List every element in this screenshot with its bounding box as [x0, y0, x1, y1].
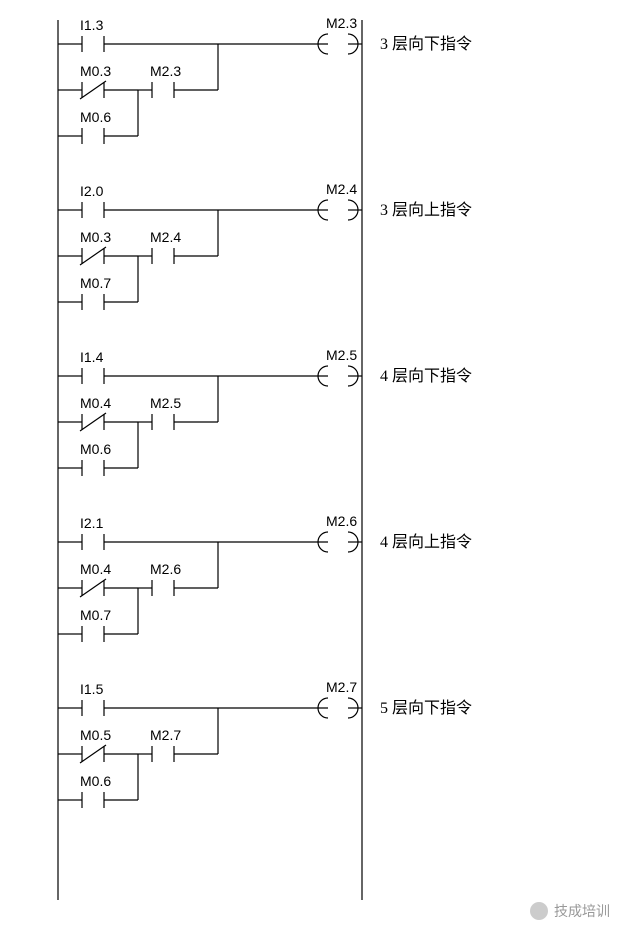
watermark-text: 技成培训 — [554, 901, 610, 921]
svg-text:I1.3: I1.3 — [80, 17, 104, 33]
svg-text:M0.5: M0.5 — [80, 727, 111, 743]
svg-text:M2.5: M2.5 — [326, 347, 357, 363]
svg-text:I1.4: I1.4 — [80, 349, 104, 365]
svg-text:M2.7: M2.7 — [150, 727, 181, 743]
svg-text:I1.5: I1.5 — [80, 681, 104, 697]
svg-text:M0.3: M0.3 — [80, 63, 111, 79]
svg-text:M0.4: M0.4 — [80, 395, 111, 411]
svg-text:M0.3: M0.3 — [80, 229, 111, 245]
svg-text:M2.6: M2.6 — [150, 561, 181, 577]
svg-text:M2.4: M2.4 — [326, 181, 357, 197]
svg-text:M2.5: M2.5 — [150, 395, 181, 411]
svg-text:M2.3: M2.3 — [150, 63, 181, 79]
svg-text:4 层向下指令: 4 层向下指令 — [380, 367, 472, 385]
svg-text:5 层向下指令: 5 层向下指令 — [380, 699, 472, 717]
watermark: 技成培训 — [530, 901, 610, 921]
svg-text:M2.7: M2.7 — [326, 679, 357, 695]
watermark-icon — [530, 902, 548, 920]
svg-text:M0.6: M0.6 — [80, 773, 111, 789]
svg-text:4 层向上指令: 4 层向上指令 — [380, 533, 472, 551]
svg-text:M0.7: M0.7 — [80, 607, 111, 623]
svg-text:M0.4: M0.4 — [80, 561, 111, 577]
svg-text:I2.0: I2.0 — [80, 183, 104, 199]
svg-text:3 层向上指令: 3 层向上指令 — [380, 201, 472, 219]
svg-text:M0.6: M0.6 — [80, 441, 111, 457]
svg-text:M0.7: M0.7 — [80, 275, 111, 291]
svg-text:M0.6: M0.6 — [80, 109, 111, 125]
svg-text:M2.3: M2.3 — [326, 15, 357, 31]
svg-text:3 层向下指令: 3 层向下指令 — [380, 35, 472, 53]
svg-text:I2.1: I2.1 — [80, 515, 104, 531]
svg-text:M2.4: M2.4 — [150, 229, 181, 245]
ladder-diagram: I1.3 M0.3 M2.3 M0.6 M2.3 3 层向下指令 I2.0 M0.3 M2.4 M… — [0, 0, 640, 941]
svg-text:M2.6: M2.6 — [326, 513, 357, 529]
